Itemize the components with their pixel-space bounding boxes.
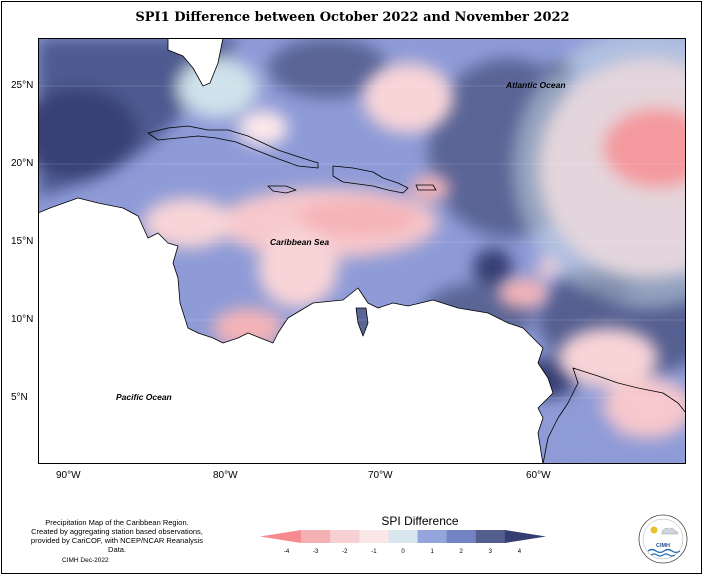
longitude-tick-label: 70°W	[368, 470, 393, 481]
land-cuba	[147, 125, 319, 169]
credit-text: CIMH Dec-2022	[62, 557, 109, 564]
panama-pink	[213, 308, 283, 348]
legend-tick-label: 1	[430, 549, 434, 555]
legend-tick-label: 3	[489, 549, 493, 555]
land-puerto-rico	[415, 184, 437, 191]
legend-swatch	[475, 530, 506, 543]
label-atlantic-ocean: Atlantic Ocean	[505, 80, 566, 90]
caribbean-pink-core	[298, 200, 418, 236]
latitude-tick-label: 10°N	[11, 314, 34, 325]
land-guianas	[542, 367, 686, 464]
legend-tick-label: -1	[371, 549, 377, 555]
label-pacific-ocean: Pacific Ocean	[116, 392, 172, 402]
south-light	[538, 408, 618, 458]
longitude-tick-label: 60°W	[526, 470, 551, 481]
atlantic-pink-core	[603, 108, 686, 188]
map-title: SPI1 Difference between October 2022 and…	[135, 10, 570, 25]
caption-line: provided by CariCOF, with NCEP/NCAR Rean…	[30, 536, 204, 554]
land-hispaniola	[332, 165, 409, 194]
land-yucatan	[38, 197, 554, 464]
latitude-tick-label: 5°N	[11, 392, 28, 403]
legend-swatch	[446, 530, 477, 543]
legend-swatch	[359, 530, 389, 543]
legend-title: SPI Difference	[381, 514, 459, 528]
land-florida	[167, 38, 224, 87]
legend-tick-label: -3	[313, 549, 319, 555]
land-maracaibo	[355, 307, 369, 337]
legend-tick-label: 2	[460, 549, 464, 555]
color-legend: -4 -3 -2 -1 0 1 2 3 4	[260, 530, 546, 555]
spi-difference-map: Atlantic Ocean Caribbean Sea Pacific Oce…	[38, 38, 686, 464]
label-caribbean-sea: Caribbean Sea	[270, 237, 329, 247]
guiana-pink	[558, 328, 658, 388]
map-caption: Precipitation Map of the Caribbean Regio…	[22, 518, 212, 554]
legend-tick-label: -4	[284, 549, 290, 555]
legend-tick-label: 0	[401, 549, 405, 555]
caption-line: Precipitation Map of the Caribbean Regio…	[45, 518, 189, 527]
central-america-pink	[143, 198, 233, 248]
land-jamaica	[267, 185, 297, 194]
longitude-tick-label: 90°W	[56, 470, 81, 481]
pink-south	[258, 228, 338, 308]
sun-icon	[650, 526, 658, 534]
legend-swatch	[504, 530, 546, 543]
legend-swatch	[260, 530, 302, 543]
legend-swatch	[301, 530, 331, 543]
south-pink	[603, 378, 686, 438]
cuba-light	[238, 110, 288, 146]
caption-line: Created by aggregating station based obs…	[31, 527, 203, 536]
cimh-logo: CIMH	[638, 514, 688, 564]
light-region-north	[178, 58, 258, 118]
longitude-tick-label: 80°W	[213, 470, 238, 481]
north-pink	[363, 63, 453, 133]
antilles-pink	[538, 258, 558, 278]
trinidad-pink	[498, 278, 548, 308]
dark-core-lesser-antilles	[473, 248, 513, 288]
legend-swatch	[417, 530, 448, 543]
dark-core-gulf	[38, 88, 138, 178]
legend-swatch	[388, 530, 419, 543]
latitude-tick-label: 25°N	[11, 80, 34, 91]
legend-tick-label: 4	[518, 549, 522, 555]
legend-tick-label: -2	[342, 549, 348, 555]
legend-swatch	[330, 530, 360, 543]
dark-region-north-1	[268, 38, 388, 98]
latitude-tick-label: 15°N	[11, 236, 34, 247]
cloud-icon	[661, 528, 679, 535]
latitude-tick-label: 20°N	[11, 158, 34, 169]
atlantic-light-ring	[513, 38, 686, 308]
puerto-rico-pink	[410, 175, 450, 201]
wave-icon	[647, 548, 681, 554]
logo-text: CIMH	[656, 543, 670, 549]
